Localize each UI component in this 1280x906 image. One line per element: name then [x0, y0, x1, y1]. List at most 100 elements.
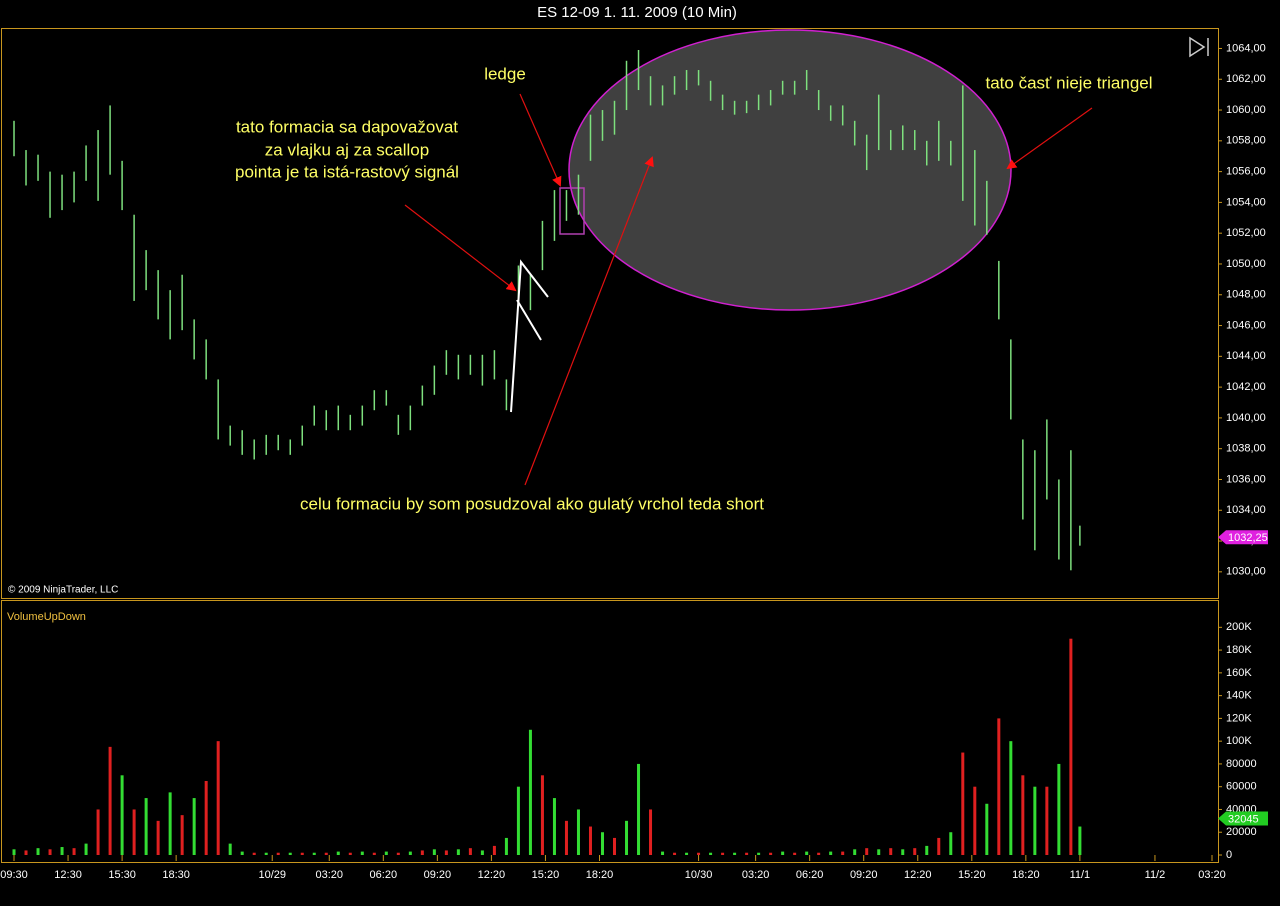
volume-bar: [516, 786, 520, 855]
x-tick-label: 18:20: [586, 869, 614, 881]
volume-bar: [781, 851, 785, 855]
y-tick-label: 1042,00: [1226, 381, 1266, 393]
volume-bar: [468, 848, 472, 855]
last-value-badge: [1218, 530, 1268, 545]
volume-bar: [48, 849, 52, 855]
volume-bar: [649, 809, 653, 855]
volume-bar: [456, 849, 460, 855]
y-tick-label: 1062,00: [1226, 73, 1266, 85]
x-tick-label: 06:20: [796, 869, 824, 881]
volume-bar: [877, 849, 881, 855]
volume-bar: [973, 786, 977, 855]
volume-bar: [408, 851, 412, 855]
volume-bar: [288, 852, 292, 855]
annotation: pointa je ta istá-rastový signál: [235, 162, 459, 181]
volume-bar: [637, 763, 641, 855]
annotation: tato formacia sa dapovažovat: [236, 117, 458, 136]
annotation: ledge: [484, 64, 526, 83]
y-tick-label: 160K: [1226, 667, 1252, 679]
volume-bar: [1069, 638, 1073, 855]
volume-bar: [661, 851, 665, 855]
volume-bar: [276, 852, 280, 855]
scroll-icon[interactable]: [1189, 36, 1209, 58]
volume-bar: [937, 837, 941, 855]
volume-bar: [709, 852, 713, 855]
x-tick-label: 10/30: [685, 869, 713, 881]
volume-bar: [192, 798, 196, 855]
y-tick-label: 1052,00: [1226, 227, 1266, 239]
x-tick-label: 15:20: [532, 869, 560, 881]
volume-bar: [817, 852, 821, 855]
volume-bar: [600, 832, 604, 855]
x-tick-label: 15:30: [108, 869, 136, 881]
annotation: za vlajku aj za scallop: [265, 140, 429, 159]
volume-bar: [324, 852, 328, 855]
x-tick-label: 11/2: [1145, 869, 1166, 881]
volume-bar: [444, 850, 448, 855]
flag-lines: [510, 259, 549, 413]
arrow: [519, 93, 562, 187]
volume-bar: [697, 852, 701, 855]
volume-bar: [564, 820, 568, 855]
y-tick-label: 20000: [1226, 826, 1257, 838]
x-tick-label: 06:20: [370, 869, 398, 881]
volume-bar: [588, 826, 592, 855]
volume-bar: [180, 815, 184, 855]
volume-bar: [396, 852, 400, 855]
arrow: [404, 204, 517, 292]
volume-bar: [985, 803, 989, 855]
volume-bar: [829, 851, 833, 855]
volume-bar: [733, 852, 737, 855]
volume-bar: [348, 852, 352, 855]
annotation: tato časť nieje triangel: [985, 73, 1152, 92]
volume-bar: [913, 848, 917, 855]
volume-bar: [228, 843, 232, 855]
volume-panel: [1, 600, 1219, 863]
y-tick-label: 1056,00: [1226, 166, 1266, 178]
y-tick-label: 200K: [1226, 621, 1252, 633]
panel-title: VolumeUpDown: [7, 611, 86, 623]
y-tick-label: 0: [1226, 849, 1232, 861]
volume-bar: [528, 729, 532, 855]
last-value-label: 1032,25: [1228, 532, 1268, 544]
y-tick-label: 1054,00: [1226, 196, 1266, 208]
ledge-box: [559, 187, 585, 235]
last-value-label: 32045: [1228, 813, 1259, 825]
y-tick-label: 1050,00: [1226, 258, 1266, 270]
volume-bar: [168, 792, 172, 855]
volume-bar: [36, 848, 40, 855]
x-tick-label: 03:20: [1198, 869, 1226, 881]
y-tick-label: 60000: [1226, 781, 1257, 793]
volume-bar: [721, 852, 725, 855]
volume-bar: [793, 852, 797, 855]
y-tick-label: 1044,00: [1226, 350, 1266, 362]
y-tick-label: 1036,00: [1226, 473, 1266, 485]
flag-line: [516, 299, 542, 341]
volume-bar: [156, 820, 160, 855]
y-tick-label: 180K: [1226, 644, 1252, 656]
volume-bar: [84, 843, 88, 855]
x-tick-label: 15:20: [958, 869, 986, 881]
volume-bar: [432, 849, 436, 855]
y-tick-label: 1064,00: [1226, 42, 1266, 54]
arrows: [404, 93, 1093, 486]
highlight-ellipse: [568, 29, 1012, 311]
volume-bar: [685, 852, 689, 855]
volume-bar: [1021, 775, 1025, 855]
y-tick-label: 1030,00: [1226, 566, 1266, 578]
volume-bar: [949, 832, 953, 855]
volume-bar: [1009, 741, 1013, 855]
x-tick-label: 12:20: [904, 869, 932, 881]
volume-bar: [961, 752, 965, 855]
x-tick-label: 12:20: [478, 869, 506, 881]
volume-bar: [745, 852, 749, 855]
volume-bar: [144, 798, 148, 855]
volume-bar: [853, 849, 857, 855]
volume-bar: [300, 852, 304, 855]
x-tick-label: 09:30: [0, 869, 28, 881]
volume-bar: [540, 775, 544, 855]
volume-bar: [204, 781, 208, 855]
volume-bar: [336, 851, 340, 855]
volume-bar: [420, 850, 424, 855]
